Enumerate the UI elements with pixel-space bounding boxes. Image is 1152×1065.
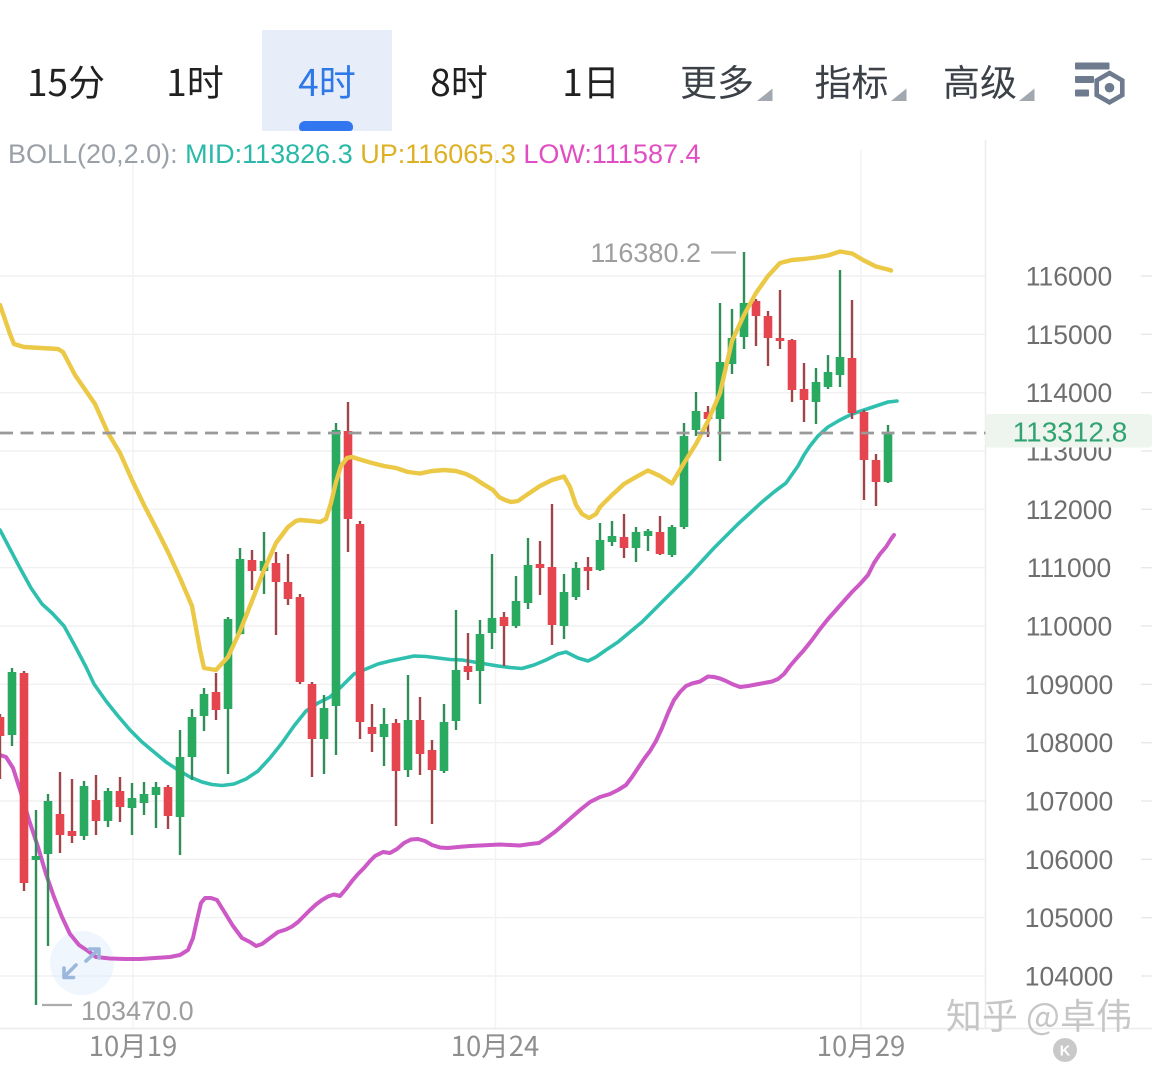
svg-text:K: K	[1060, 1044, 1071, 1060]
svg-text:114000: 114000	[1026, 378, 1112, 408]
svg-text:108000: 108000	[1025, 728, 1113, 758]
svg-text:104000: 104000	[1025, 962, 1113, 992]
svg-text:115000: 115000	[1026, 320, 1112, 350]
svg-text:105000: 105000	[1025, 903, 1113, 933]
svg-text:106000: 106000	[1025, 845, 1113, 875]
svg-text:111000: 111000	[1027, 553, 1112, 583]
svg-text:110000: 110000	[1026, 612, 1112, 642]
svg-text:116380.2: 116380.2	[590, 238, 701, 268]
svg-text:109000: 109000	[1025, 670, 1113, 700]
svg-text:107000: 107000	[1025, 787, 1113, 817]
svg-text:113312.8: 113312.8	[1013, 417, 1128, 448]
svg-text:103470.0: 103470.0	[81, 996, 194, 1026]
svg-text:116000: 116000	[1026, 262, 1112, 292]
svg-text:112000: 112000	[1026, 495, 1112, 525]
